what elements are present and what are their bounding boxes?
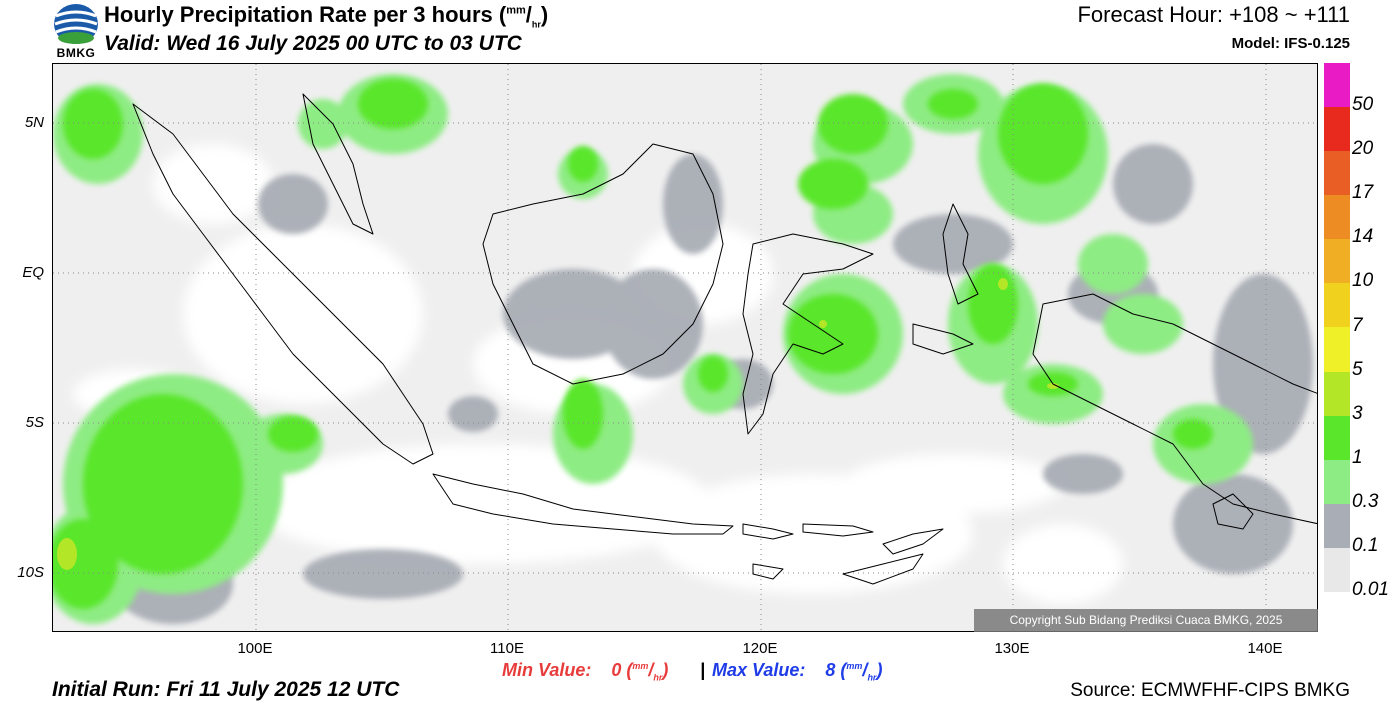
lon-label-100e: 100E bbox=[237, 640, 273, 657]
valid-time: Valid: Wed 16 July 2025 00 UTC to 03 UTC bbox=[104, 32, 522, 55]
copyright-notice: Copyright Sub Bidang Prediksi Cuaca BMKG… bbox=[974, 609, 1318, 632]
max-value: Max Value: 8 (mm/hr) bbox=[712, 660, 883, 683]
legend-label: 0.1 bbox=[1352, 534, 1379, 556]
legend-label: 0.3 bbox=[1352, 490, 1379, 512]
lat-label-eq: EQ bbox=[22, 264, 44, 281]
legend-label: 3 bbox=[1352, 402, 1363, 424]
legend-label: 1 bbox=[1352, 446, 1363, 468]
legend-swatch bbox=[1324, 547, 1350, 592]
legend-swatch bbox=[1324, 415, 1350, 460]
lat-label-5s: 5S bbox=[25, 414, 44, 431]
lon-label-130e: 130E bbox=[994, 640, 1030, 657]
lat-label-10s: 10S bbox=[17, 564, 44, 581]
legend-colorbar bbox=[1324, 63, 1350, 592]
forecast-hour: Forecast Hour: +108 ~ +111 bbox=[1077, 2, 1350, 27]
bmkg-logo: BMKG bbox=[52, 2, 100, 60]
lon-label-110e: 110E bbox=[490, 640, 524, 657]
min-value: Min Value: 0 (mm/hr) bbox=[502, 660, 669, 683]
legend-swatch bbox=[1324, 283, 1350, 328]
precipitation-map bbox=[52, 63, 1318, 632]
legend-swatch bbox=[1324, 327, 1350, 372]
legend-label: 7 bbox=[1352, 314, 1363, 336]
legend-label: 10 bbox=[1352, 270, 1374, 292]
data-source: Source: ECMWFHF-CIPS BMKG bbox=[1070, 680, 1350, 701]
legend-swatch bbox=[1324, 371, 1350, 416]
lat-label-5n: 5N bbox=[24, 114, 44, 131]
legend-swatch bbox=[1324, 195, 1350, 240]
legend-label: 50 bbox=[1352, 94, 1374, 116]
legend-swatch bbox=[1324, 107, 1350, 152]
legend-swatch bbox=[1324, 503, 1350, 548]
map-title: Hourly Precipitation Rate per 3 hours (m… bbox=[104, 2, 549, 30]
initial-run: Initial Run: Fri 11 July 2025 12 UTC bbox=[52, 678, 400, 701]
legend-label: 17 bbox=[1352, 182, 1374, 204]
lon-label-120e: 120E bbox=[742, 640, 778, 657]
legend-label: 20 bbox=[1352, 138, 1374, 160]
logo-text: BMKG bbox=[56, 46, 96, 60]
legend-label: 14 bbox=[1352, 226, 1374, 248]
legend-label: 5 bbox=[1352, 358, 1363, 380]
legend-swatch bbox=[1324, 151, 1350, 196]
legend-swatch bbox=[1324, 239, 1350, 284]
legend-label: 0.01 bbox=[1352, 579, 1389, 600]
model-name: Model: IFS-0.125 bbox=[1231, 35, 1350, 52]
legend-swatch bbox=[1324, 459, 1350, 504]
legend-swatch bbox=[1324, 63, 1350, 108]
value-separator: | bbox=[700, 660, 706, 680]
lon-label-140e: 140E bbox=[1247, 640, 1283, 657]
